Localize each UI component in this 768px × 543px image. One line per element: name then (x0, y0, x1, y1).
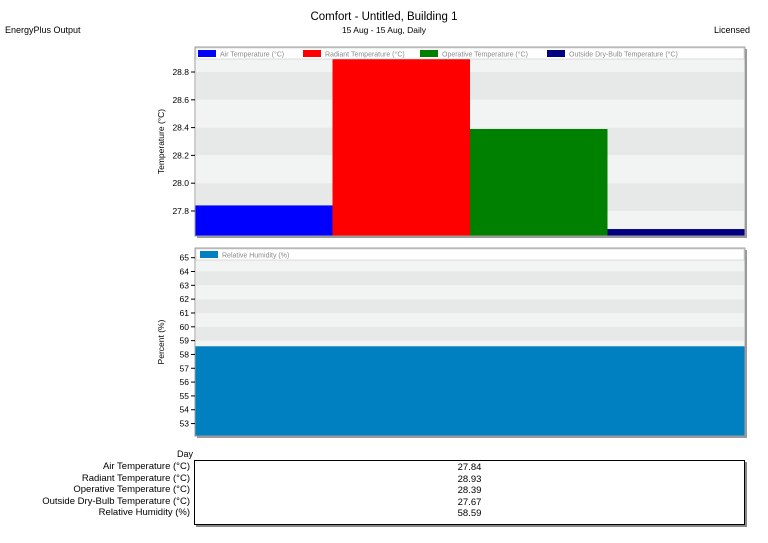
legend-entry: Operative Temperature (°C) (442, 51, 528, 59)
y-tick-label: 58 (180, 349, 190, 359)
table-row-value: 28.93 (457, 473, 482, 485)
y-tick-label: 63 (180, 280, 190, 290)
legend-box (195, 248, 745, 261)
y-tick-label: 28.2 (172, 150, 189, 160)
legend-entry: Outside Dry-Bulb Temperature (°C) (569, 51, 678, 59)
plot-band (196, 299, 744, 313)
legend-entry: Air Temperature (°C) (220, 51, 284, 59)
y-tick-label: 55 (180, 391, 190, 401)
y-tick-label: 54 (180, 405, 190, 415)
legend-entry: Radiant Temperature (°C) (325, 51, 405, 59)
y-tick-label: 62 (180, 294, 190, 304)
summary-table: 27.84 28.93 28.39 27.67 58.59 (194, 460, 745, 525)
table-row-value: 28.39 (457, 485, 482, 497)
table-row-label: Air Temperature (°C) (102, 461, 190, 472)
plot-band (196, 326, 744, 341)
table-row-label: Relative Humidity (%) (98, 507, 190, 519)
table-row-label: Radiant Temperature (°C) (81, 472, 190, 484)
table-row-value: 27.84 (457, 462, 482, 473)
y-tick-label: 56 (180, 377, 190, 387)
y-axis-label: Temperature (°C) (156, 109, 166, 174)
y-tick-label: 59 (180, 336, 190, 346)
legend-entry: Relative Humidity (%) (222, 253, 289, 260)
plot-band (196, 285, 744, 300)
plot-border (194, 247, 746, 437)
y-tick-label: 28.6 (172, 95, 189, 105)
y-tick-label: 28.4 (172, 123, 189, 133)
table-row-value: 58.59 (457, 508, 482, 520)
legend-box (195, 47, 745, 60)
bar (332, 53, 470, 236)
legend-swatch (303, 50, 321, 57)
plot-band (196, 257, 744, 272)
y-axis-label: Percent (%) (156, 319, 166, 364)
license-label: Licensed (713, 25, 750, 35)
chart-subtitle: 15 Aug - 15 Aug, Daily (341, 25, 427, 35)
app-label: EnergyPlus Output (5, 25, 81, 35)
plot-band (196, 271, 744, 286)
y-tick-label: 60 (180, 322, 190, 332)
y-tick-label: 65 (180, 253, 190, 263)
bar (607, 229, 745, 236)
y-tick-label: 27.8 (172, 206, 189, 216)
table-row-value: 27.67 (457, 496, 482, 508)
legend-swatch (547, 50, 565, 57)
y-tick-label: 61 (180, 308, 190, 318)
chart-title: Comfort - Untitled, Building 1 (310, 11, 458, 23)
summary-table-labels: Air Temperature (°C) Radiant Temperature… (0, 461, 190, 519)
y-tick-label: 28.0 (172, 178, 189, 188)
bar (195, 205, 333, 236)
legend-swatch (200, 251, 218, 258)
y-tick-label: 57 (180, 363, 190, 373)
y-tick-label: 28.8 (172, 67, 189, 77)
legend-swatch (420, 50, 438, 57)
summary-table-values: 27.84 28.93 28.39 27.67 58.59 (195, 462, 744, 520)
y-tick-label: 53 (180, 419, 190, 429)
legend-swatch (198, 50, 216, 57)
y-tick-label: 64 (180, 267, 190, 277)
table-row-label: Operative Temperature (°C) (73, 484, 190, 496)
table-row-label: Outside Dry-Bulb Temperature (°C) (42, 495, 190, 507)
plot-band (196, 312, 744, 327)
bar (470, 128, 608, 236)
x-axis-label: Day (177, 449, 194, 459)
plot-border (194, 46, 746, 237)
bar (195, 346, 745, 436)
